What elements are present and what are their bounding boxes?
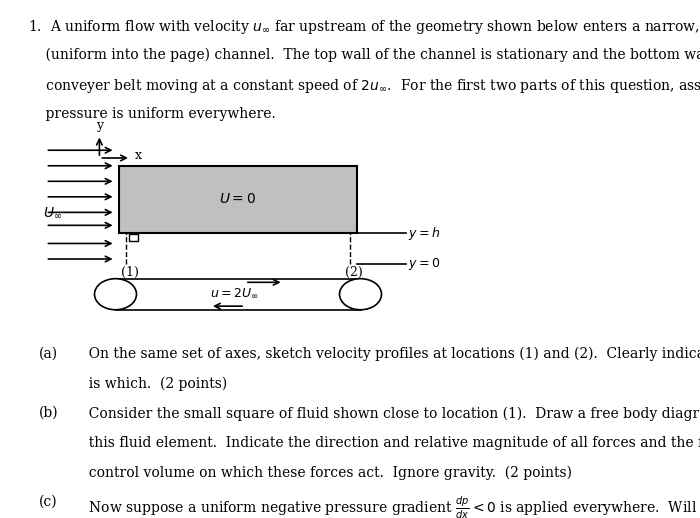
Text: $U = 0$: $U = 0$ — [220, 192, 256, 207]
Text: (a): (a) — [38, 347, 57, 361]
Text: (2): (2) — [344, 266, 363, 279]
Text: (b): (b) — [38, 406, 58, 420]
Text: Now suppose a uniform negative pressure gradient $\frac{dp}{dx} < 0$ is applied : Now suppose a uniform negative pressure … — [80, 495, 700, 518]
Text: this fluid element.  Indicate the direction and relative magnitude of all forces: this fluid element. Indicate the directi… — [80, 436, 700, 450]
Circle shape — [340, 279, 382, 310]
Bar — [119, 166, 357, 233]
Text: is which.  (2 points): is which. (2 points) — [80, 377, 228, 391]
Text: (uniform into the page) channel.  The top wall of the channel is stationary and : (uniform into the page) channel. The top… — [28, 48, 700, 62]
Text: control volume on which these forces act.  Ignore gravity.  (2 points): control volume on which these forces act… — [80, 465, 573, 480]
Bar — [116, 279, 360, 310]
Text: conveyer belt moving at a constant speed of $2u_\infty$.  For the first two part: conveyer belt moving at a constant speed… — [28, 77, 700, 95]
Text: y: y — [96, 119, 103, 132]
Text: Consider the small square of fluid shown close to location (1).  Draw a free bod: Consider the small square of fluid shown… — [80, 406, 700, 421]
Text: $y = h$: $y = h$ — [408, 225, 440, 241]
Text: (1): (1) — [120, 266, 139, 279]
Bar — [129, 234, 138, 241]
Text: $U_\infty$: $U_\infty$ — [43, 205, 62, 220]
Text: $u = 2U_\infty$: $u = 2U_\infty$ — [210, 286, 259, 300]
Text: (c): (c) — [38, 495, 57, 509]
Text: 1.  A uniform flow with velocity $u_\infty$ far upstream of the geometry shown b: 1. A uniform flow with velocity $u_\inft… — [28, 18, 700, 36]
Text: $y = 0$: $y = 0$ — [408, 256, 440, 272]
Text: x: x — [134, 149, 141, 162]
Text: On the same set of axes, sketch velocity profiles at locations (1) and (2).  Cle: On the same set of axes, sketch velocity… — [80, 347, 700, 362]
Circle shape — [94, 279, 136, 310]
Text: pressure is uniform everywhere.: pressure is uniform everywhere. — [28, 107, 276, 121]
